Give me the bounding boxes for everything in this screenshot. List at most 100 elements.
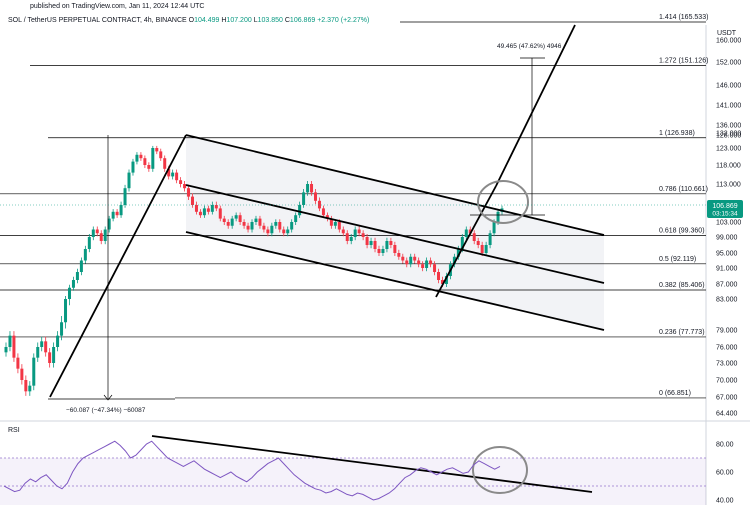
- candle: [468, 229, 472, 234]
- price-axis-label: 67.000: [716, 395, 738, 402]
- candle: [274, 222, 278, 226]
- candle: [314, 192, 318, 201]
- candle: [202, 208, 206, 216]
- rsi-title: RSI: [8, 427, 20, 434]
- candle: [429, 260, 433, 265]
- candle: [4, 347, 8, 353]
- candle: [210, 205, 214, 212]
- candle: [230, 218, 234, 226]
- price-axis-label: 103.000: [716, 220, 741, 227]
- price-tag: [707, 200, 743, 218]
- candle: [44, 341, 48, 353]
- candle: [310, 184, 314, 193]
- candle: [385, 241, 389, 249]
- candle: [393, 245, 397, 253]
- impulse-down-line: [435, 185, 497, 298]
- breakout-circle: [477, 180, 529, 224]
- candle: [107, 218, 111, 230]
- candle: [341, 229, 345, 234]
- candle: [28, 385, 32, 392]
- candle: [159, 151, 163, 159]
- candle: [258, 218, 262, 226]
- candle: [222, 218, 226, 222]
- price-axis-label: 136.000: [716, 123, 741, 130]
- candle: [242, 222, 246, 226]
- candle: [409, 256, 413, 265]
- price-axis-label: 128.000: [716, 133, 741, 140]
- candle: [67, 287, 71, 299]
- candle: [464, 229, 468, 237]
- candle: [254, 218, 258, 222]
- candle: [16, 357, 20, 369]
- candle: [115, 211, 119, 216]
- symbol-name: SOL / TetherUS PERPETUAL CONTRACT, 4h, B…: [8, 17, 187, 24]
- fib-label: 0.618 (99.360): [659, 228, 705, 235]
- candle: [187, 188, 191, 197]
- candle: [397, 253, 401, 257]
- candle: [246, 225, 250, 230]
- candle: [373, 241, 377, 249]
- candle: [317, 200, 321, 209]
- candle: [36, 347, 40, 358]
- candle: [480, 245, 484, 253]
- candle: [433, 264, 437, 272]
- candle: [91, 229, 95, 237]
- channel-upper-line: [185, 134, 605, 236]
- candle: [163, 158, 167, 169]
- candle: [139, 154, 143, 159]
- impulse-up-line: [49, 134, 187, 398]
- candle: [214, 205, 218, 209]
- price-axis-label: 146.000: [716, 83, 741, 90]
- candle: [290, 222, 294, 230]
- high-value: 107.200: [226, 17, 252, 24]
- candle: [405, 260, 409, 265]
- candle: [190, 196, 194, 205]
- candle: [262, 225, 266, 230]
- low-value: 103.850: [257, 17, 283, 24]
- price-axis-label: 64.400: [716, 411, 738, 418]
- rsi-axis-label: 40.00: [716, 498, 734, 505]
- fib-label: 0.5 (92.119): [659, 256, 696, 263]
- open-label: O: [188, 17, 195, 24]
- channel-mid-line: [185, 184, 605, 284]
- candle: [198, 211, 202, 216]
- candle: [179, 180, 183, 184]
- close-value: 106.869: [289, 17, 316, 24]
- candle: [171, 172, 175, 177]
- candle: [337, 222, 341, 230]
- price-axis-label: 113.000: [716, 182, 741, 189]
- candle: [357, 229, 361, 234]
- price-tag-value: 106.869: [712, 203, 737, 210]
- candle: [333, 222, 337, 226]
- candle: [111, 211, 115, 219]
- close-label: C: [284, 17, 290, 24]
- candle: [349, 237, 353, 241]
- candle: [40, 341, 44, 347]
- candle: [71, 280, 75, 288]
- candle: [286, 229, 290, 234]
- candle: [60, 322, 64, 336]
- published-caption: published on TradingView.com, Jan 11, 20…: [30, 3, 205, 10]
- rsi-trend-line: [151, 435, 593, 493]
- candle: [234, 215, 238, 219]
- candle: [79, 260, 83, 272]
- candle: [123, 188, 127, 205]
- price-axis-label: 91.000: [716, 266, 738, 273]
- candle: [99, 233, 103, 241]
- candle: [119, 205, 123, 216]
- measure-down-arrow: [103, 394, 113, 401]
- candle: [437, 272, 441, 280]
- price-axis-label: 141.000: [716, 103, 741, 110]
- candle: [484, 245, 488, 253]
- candle: [460, 237, 464, 249]
- candle: [321, 208, 325, 216]
- candle: [143, 158, 147, 165]
- fib-label: 0 (66.851): [659, 390, 691, 397]
- candle: [151, 148, 155, 169]
- candle: [226, 222, 230, 226]
- price-axis-label: 132.000: [716, 131, 741, 138]
- price-axis-label: 99.000: [716, 235, 738, 242]
- price-axis-label: 83.000: [716, 297, 738, 304]
- candle: [325, 215, 329, 219]
